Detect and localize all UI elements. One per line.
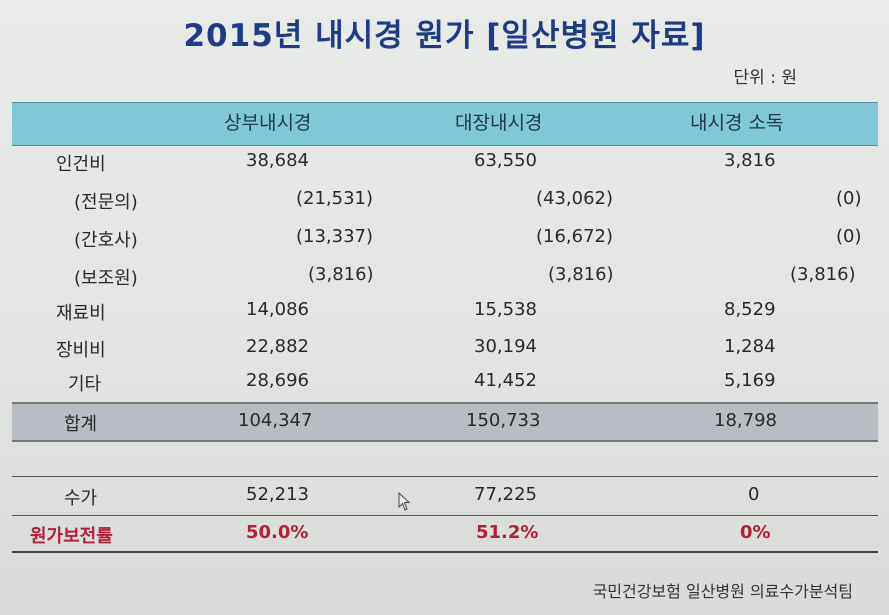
fee-cell: 52,213	[246, 484, 309, 505]
table-cell: 1,284	[724, 336, 776, 357]
table-cell: (13,337)	[296, 226, 374, 247]
unit-label: 단위 : 원	[733, 68, 797, 88]
table-header	[12, 102, 878, 146]
table-cell: 41,452	[474, 370, 537, 391]
row-label: (간호사)	[74, 230, 138, 251]
fee-cell: 77,225	[474, 484, 537, 505]
row-label: 재료비	[56, 303, 106, 324]
table-cell: 22,882	[246, 336, 309, 357]
table-cell: (0)	[836, 188, 862, 209]
mouse-cursor-icon	[398, 491, 412, 516]
ratio-cell: 50.0%	[246, 522, 309, 543]
table-cell: (21,531)	[296, 188, 374, 209]
table-cell: (3,816)	[790, 264, 856, 285]
total-cell: 150,733	[466, 410, 541, 431]
table-cell: 30,194	[474, 336, 537, 357]
divider	[12, 476, 878, 477]
table-cell: 14,086	[246, 299, 309, 320]
table-cell: 8,529	[724, 299, 776, 320]
column-header-disinfection: 내시경 소독	[690, 112, 784, 134]
divider	[12, 551, 878, 553]
table-cell: 3,816	[724, 150, 776, 171]
total-label: 합계	[64, 414, 98, 435]
table-cell: (3,816)	[548, 264, 614, 285]
table-cell: 5,169	[724, 370, 776, 391]
total-cell: 18,798	[714, 410, 777, 431]
table-cell: (43,062)	[536, 188, 614, 209]
row-label: (전문의)	[74, 192, 138, 213]
ratio-cell: 51.2%	[476, 522, 539, 543]
ratio-label: 원가보전률	[30, 526, 113, 547]
table-cell: 15,538	[474, 299, 537, 320]
table-cell: (16,672)	[536, 226, 614, 247]
row-label: 기타	[68, 374, 102, 395]
table-cell: 63,550	[474, 150, 537, 171]
column-header-colonoscopy: 대장내시경	[455, 112, 543, 134]
table-cell: (3,816)	[308, 264, 374, 285]
column-header-upper-endoscopy: 상부내시경	[224, 112, 312, 134]
table-cell: (0)	[836, 226, 862, 247]
ratio-cell: 0%	[740, 522, 771, 543]
row-label: 장비비	[56, 340, 106, 361]
page-title: 2015년 내시경 원가 [일산병원 자료]	[183, 18, 706, 54]
footer-credit: 국민건강보험 일산병원 의료수가분석팀	[592, 582, 853, 601]
row-label: 인건비	[56, 154, 106, 175]
divider	[12, 515, 878, 516]
table-cell: 38,684	[246, 150, 309, 171]
fee-label: 수가	[64, 488, 98, 509]
total-cell: 104,347	[238, 410, 313, 431]
row-label: (보조원)	[74, 268, 138, 289]
fee-cell: 0	[748, 484, 760, 505]
table-cell: 28,696	[246, 370, 309, 391]
total-row	[12, 402, 878, 442]
